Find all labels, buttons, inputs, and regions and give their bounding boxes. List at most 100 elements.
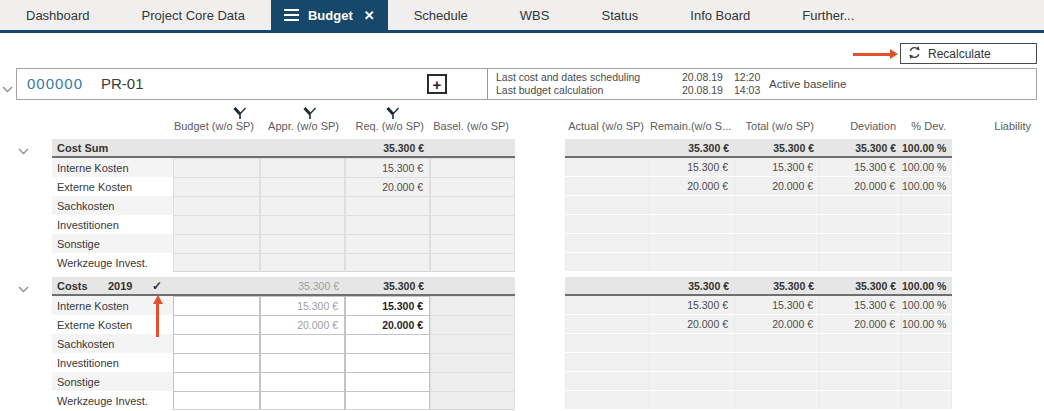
- cell-budget[interactable]: [173, 353, 260, 372]
- cell-req[interactable]: [345, 372, 430, 391]
- cell-total: [735, 353, 820, 372]
- cell-req[interactable]: [345, 391, 430, 410]
- chevron-down-icon[interactable]: [18, 279, 29, 297]
- arrow-head: [153, 295, 163, 304]
- cell-budget: [173, 158, 260, 177]
- cell-liability: [952, 315, 1037, 334]
- cell-appr[interactable]: 20.000 €: [260, 315, 345, 334]
- table-row: Interne Kosten15.300 €15.300 €: [52, 296, 515, 315]
- cell-req[interactable]: 20.000 €: [345, 315, 430, 334]
- tab-further[interactable]: Further...: [776, 0, 880, 30]
- table-row: Sonstige: [52, 234, 515, 253]
- add-button[interactable]: +: [427, 74, 447, 94]
- project-number[interactable]: 000000: [27, 75, 83, 92]
- cell-appr[interactable]: [260, 372, 345, 391]
- cell-deviation: 15.300 €: [820, 296, 902, 315]
- check-icon[interactable]: ✓: [152, 277, 162, 295]
- scheduling-label: Last budget calculation: [496, 84, 682, 97]
- row-label: Externe Kosten: [52, 177, 173, 196]
- cell-deviation: [820, 391, 902, 410]
- cell-basel: [430, 139, 515, 158]
- cell-deviation: [820, 234, 902, 253]
- cell-req[interactable]: [345, 334, 430, 353]
- cell-remain: [650, 196, 735, 215]
- arrow-shaft: [853, 53, 890, 56]
- cell-appr[interactable]: 15.300 €: [260, 296, 345, 315]
- cell-budget[interactable]: [173, 334, 260, 353]
- cell-basel: [430, 391, 515, 410]
- chevron-down-icon[interactable]: [2, 79, 13, 97]
- cell-basel: [430, 353, 515, 372]
- costs-2019-table-left: Costs2019✓35.300 €35.300 €Interne Kosten…: [52, 277, 515, 410]
- cell-total: 35.300 €: [735, 277, 820, 296]
- cell-appr[interactable]: [260, 391, 345, 410]
- cell-appr[interactable]: [260, 334, 345, 353]
- table-row: [565, 353, 1037, 372]
- chevron-down-icon[interactable]: [18, 141, 29, 159]
- cell-total: 15.300 €: [735, 296, 820, 315]
- cell-pdev: 100.00 %: [902, 158, 952, 177]
- cell-actual: [565, 215, 650, 234]
- column-header-actual-w-o-sp: Actual (w/o SP): [565, 120, 650, 132]
- table-row: Sachkosten: [52, 334, 515, 353]
- cell-appr: 35.300 €: [260, 277, 345, 296]
- cell-budget: [173, 177, 260, 196]
- recalculate-button[interactable]: Recalculate: [900, 43, 1037, 64]
- tab-info-board[interactable]: Info Board: [664, 0, 776, 30]
- table-row: Sachkosten: [52, 196, 515, 215]
- cell-basel: [430, 177, 515, 196]
- cell-budget[interactable]: [173, 391, 260, 410]
- cell-actual: [565, 158, 650, 177]
- cell-appr[interactable]: [260, 353, 345, 372]
- cell-pdev: 100.00 %: [902, 277, 952, 296]
- column-header-dev: % Dev.: [902, 120, 952, 132]
- tab-dashboard[interactable]: Dashboard: [0, 0, 116, 30]
- column-header-liability: Liability: [952, 120, 1037, 132]
- cell-req: [345, 234, 430, 253]
- table-row: [565, 215, 1037, 234]
- tab-project-core-data[interactable]: Project Core Data: [116, 0, 271, 30]
- group-label: Cost Sum: [57, 139, 108, 157]
- column-header-budget-w-o-sp: Budget (w/o SP): [173, 120, 260, 132]
- tab-schedule[interactable]: Schedule: [388, 0, 494, 30]
- recalculate-icon: [907, 45, 922, 63]
- cell-req[interactable]: [345, 353, 430, 372]
- cell-appr: [260, 215, 345, 234]
- cell-req[interactable]: 15.300 €: [345, 296, 430, 315]
- cell-pdev: [902, 253, 952, 272]
- tab-wbs[interactable]: WBS: [494, 0, 576, 30]
- arrow-head: [890, 49, 898, 59]
- cell-budget[interactable]: [173, 315, 260, 334]
- table-row: Investitionen: [52, 215, 515, 234]
- table-row: Werkzeuge Invest.: [52, 391, 515, 410]
- cell-budget: [173, 215, 260, 234]
- cell-total: 15.300 €: [735, 158, 820, 177]
- close-icon[interactable]: ✕: [364, 8, 375, 23]
- cell-req: [345, 196, 430, 215]
- cell-actual: [565, 391, 650, 410]
- divider: [487, 69, 488, 99]
- cell-liability: [952, 353, 1037, 372]
- hamburger-bar: [284, 14, 299, 16]
- tab-status[interactable]: Status: [575, 0, 664, 30]
- cost-sum-table-right: 35.300 €35.300 €35.300 €100.00 %15.300 €…: [565, 139, 1037, 272]
- cell-basel: [430, 372, 515, 391]
- recalculate-label: Recalculate: [928, 47, 991, 61]
- cell-actual: [565, 353, 650, 372]
- cell-basel: [430, 277, 515, 296]
- cell-basel: [430, 334, 515, 353]
- plus-icon: +: [433, 76, 442, 93]
- group-header-row: Cost Sum35.300 €: [52, 139, 515, 158]
- row-label: Investitionen: [52, 215, 173, 234]
- cell-budget[interactable]: [173, 372, 260, 391]
- tab-budget[interactable]: Budget✕: [271, 0, 388, 30]
- group-label-cell: Costs2019✓: [52, 277, 173, 296]
- group-label-cell: Cost Sum: [52, 139, 173, 158]
- hamburger-bar: [284, 19, 299, 21]
- cell-pdev: [902, 234, 952, 253]
- table-row: Interne Kosten15.300 €: [52, 158, 515, 177]
- cell-budget[interactable]: [173, 296, 260, 315]
- cell-remain: [650, 253, 735, 272]
- column-header-appr-w-o-sp: Appr. (w/o SP): [260, 120, 345, 132]
- hamburger-icon[interactable]: [284, 9, 299, 21]
